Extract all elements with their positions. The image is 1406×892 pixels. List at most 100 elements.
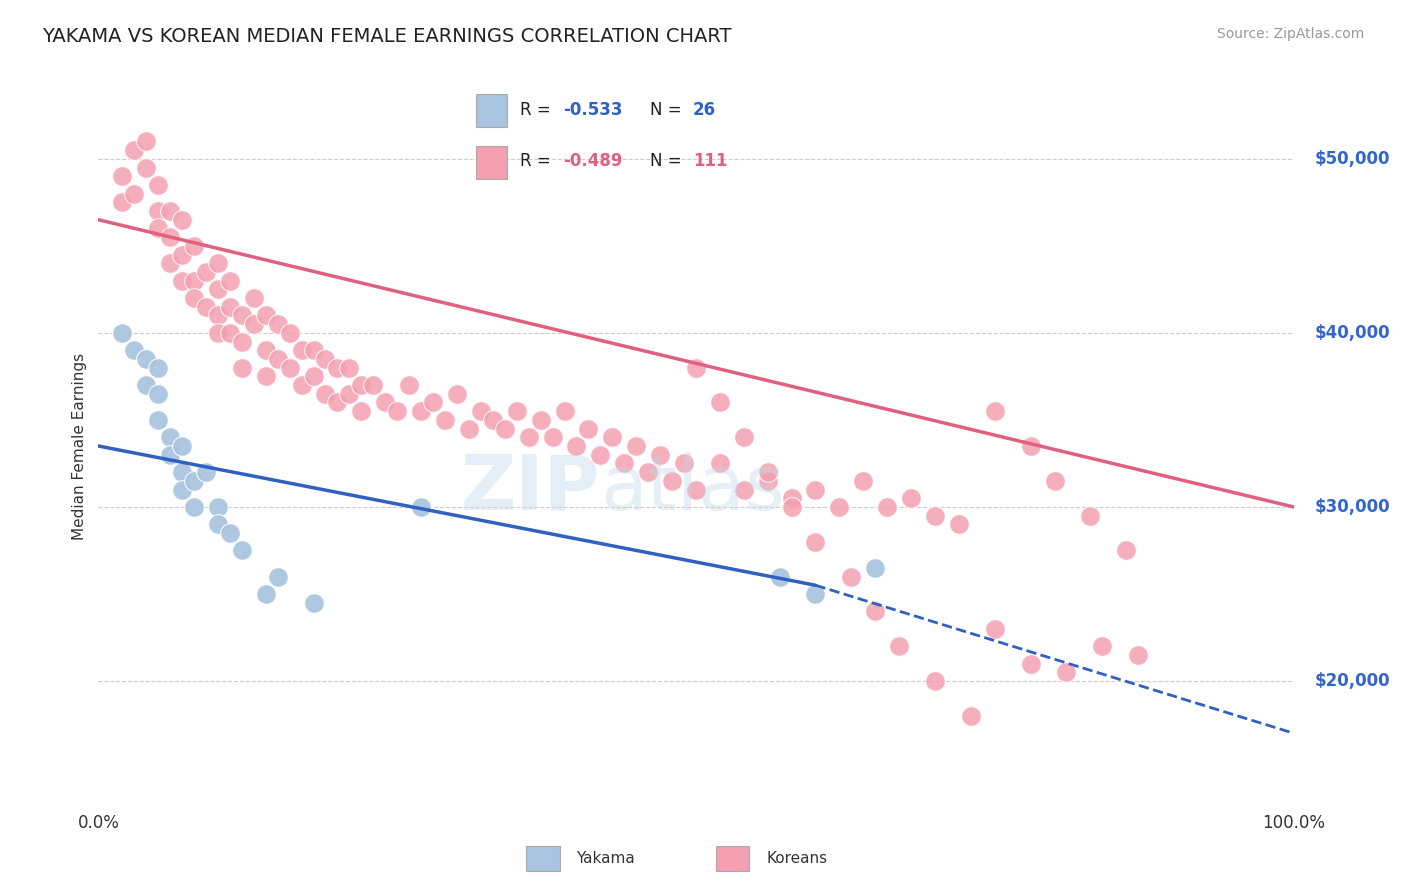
Point — [183, 291, 205, 305]
Point — [924, 673, 946, 688]
Text: Koreans: Koreans — [766, 851, 827, 866]
Point — [231, 543, 253, 558]
Point — [183, 474, 205, 488]
Point — [326, 395, 349, 409]
Point — [363, 378, 385, 392]
Point — [172, 483, 194, 497]
Bar — [526, 847, 560, 871]
Point — [315, 386, 337, 401]
Point — [780, 500, 803, 514]
Point — [207, 500, 229, 514]
Point — [326, 360, 349, 375]
Point — [159, 230, 181, 244]
Point — [135, 161, 157, 175]
Text: 111: 111 — [693, 153, 727, 170]
Point — [254, 369, 277, 384]
Point — [183, 274, 205, 288]
Point — [337, 360, 360, 375]
Point — [804, 483, 827, 497]
Point — [828, 500, 851, 514]
Point — [804, 534, 827, 549]
Text: $40,000: $40,000 — [1315, 324, 1391, 342]
Point — [768, 569, 790, 583]
Point — [1091, 639, 1114, 653]
Point — [852, 474, 875, 488]
Point — [337, 386, 360, 401]
Point — [398, 378, 420, 392]
Point — [756, 474, 779, 488]
Point — [183, 239, 205, 253]
Point — [194, 465, 217, 479]
Bar — [477, 95, 508, 127]
Point — [159, 448, 181, 462]
Point — [148, 360, 170, 375]
Point — [231, 309, 253, 323]
Point — [756, 465, 779, 479]
Y-axis label: Median Female Earnings: Median Female Earnings — [72, 352, 87, 540]
Text: -0.489: -0.489 — [562, 153, 623, 170]
Text: -0.533: -0.533 — [562, 102, 623, 120]
Point — [231, 360, 253, 375]
Point — [207, 282, 229, 296]
Point — [924, 508, 946, 523]
Point — [124, 343, 146, 358]
Point — [983, 404, 1005, 418]
Text: R =: R = — [520, 102, 555, 120]
Text: ZIP: ZIP — [461, 452, 600, 525]
Text: atlas: atlas — [600, 452, 785, 525]
Text: N =: N = — [650, 153, 686, 170]
Point — [350, 378, 373, 392]
Point — [172, 212, 194, 227]
Point — [231, 334, 253, 349]
Point — [624, 439, 647, 453]
Point — [159, 430, 181, 444]
Point — [733, 483, 755, 497]
Point — [458, 421, 481, 435]
Point — [554, 404, 576, 418]
Point — [350, 404, 373, 418]
Point — [290, 343, 312, 358]
Point — [172, 274, 194, 288]
Point — [1043, 474, 1066, 488]
Point — [159, 256, 181, 270]
Point — [839, 569, 862, 583]
Text: 26: 26 — [693, 102, 716, 120]
Point — [194, 300, 217, 314]
Point — [506, 404, 529, 418]
Point — [254, 309, 277, 323]
Point — [111, 326, 134, 340]
Point — [637, 465, 659, 479]
Point — [589, 448, 612, 462]
Point — [576, 421, 599, 435]
Point — [661, 474, 683, 488]
Point — [1019, 657, 1042, 671]
Point — [780, 491, 803, 506]
Point — [481, 413, 505, 427]
Point — [219, 300, 242, 314]
Point — [290, 378, 312, 392]
Point — [207, 326, 229, 340]
Point — [900, 491, 922, 506]
Point — [411, 404, 433, 418]
Point — [446, 386, 468, 401]
Point — [685, 360, 707, 375]
Point — [1115, 543, 1137, 558]
Point — [1019, 439, 1042, 453]
Point — [673, 457, 696, 471]
Point — [613, 457, 636, 471]
Text: YAKAMA VS KOREAN MEDIAN FEMALE EARNINGS CORRELATION CHART: YAKAMA VS KOREAN MEDIAN FEMALE EARNINGS … — [42, 27, 731, 45]
Point — [159, 204, 181, 219]
Point — [111, 195, 134, 210]
Point — [385, 404, 409, 418]
Point — [124, 143, 146, 157]
Point — [959, 708, 981, 723]
Point — [863, 604, 886, 618]
Point — [433, 413, 456, 427]
Point — [207, 256, 229, 270]
Point — [243, 291, 266, 305]
Point — [983, 622, 1005, 636]
Point — [302, 369, 325, 384]
Text: $30,000: $30,000 — [1315, 498, 1391, 516]
Point — [148, 178, 170, 192]
Point — [685, 483, 707, 497]
